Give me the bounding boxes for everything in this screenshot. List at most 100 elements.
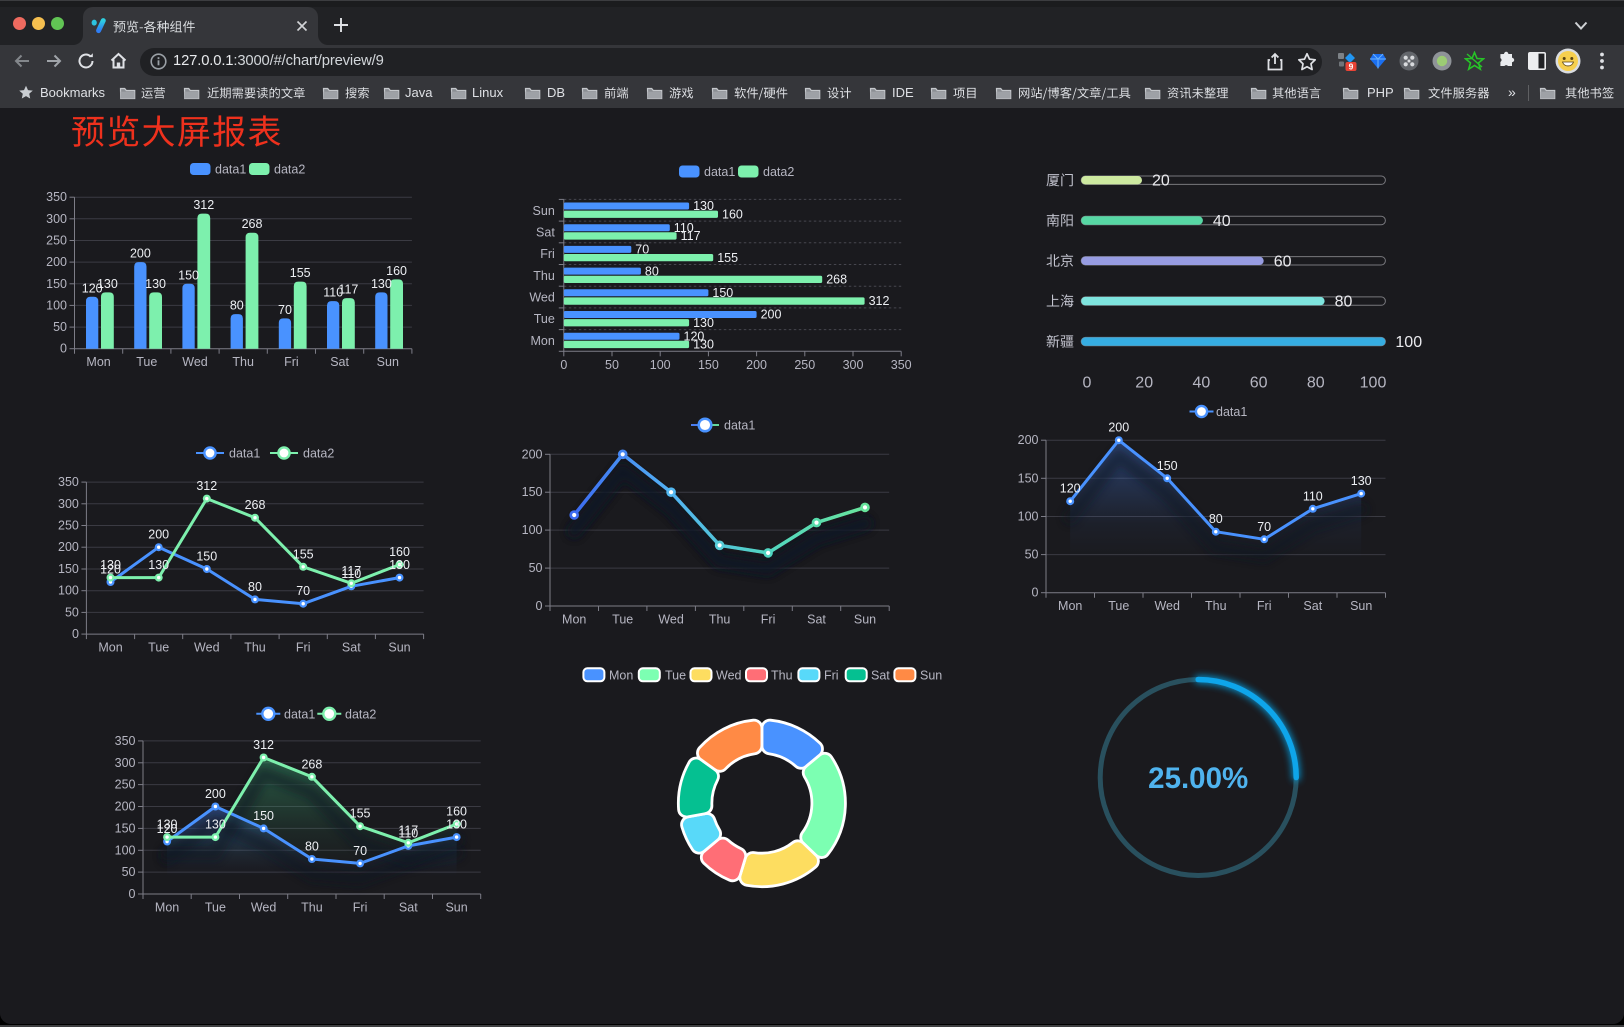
- svg-text:200: 200: [1108, 421, 1129, 435]
- svg-text:300: 300: [58, 497, 79, 511]
- svg-text:Mon: Mon: [562, 613, 586, 627]
- svg-text:Thu: Thu: [1205, 599, 1227, 613]
- svg-text:117: 117: [398, 823, 418, 837]
- svg-text:Tue: Tue: [612, 613, 633, 627]
- svg-text:120: 120: [684, 329, 705, 343]
- svg-text:155: 155: [350, 807, 371, 821]
- svg-text:200: 200: [761, 308, 782, 322]
- svg-text:130: 130: [693, 338, 714, 352]
- svg-text:300: 300: [843, 358, 864, 372]
- svg-text:130: 130: [205, 818, 226, 832]
- svg-text:Fri: Fri: [540, 247, 555, 261]
- svg-text:40: 40: [1193, 375, 1211, 392]
- svg-text:200: 200: [115, 800, 136, 814]
- svg-text:data2: data2: [763, 165, 794, 179]
- svg-text:130: 130: [157, 818, 178, 832]
- svg-text:Fri: Fri: [296, 641, 311, 655]
- svg-text:80: 80: [305, 840, 319, 854]
- svg-text:data1: data1: [215, 163, 246, 177]
- svg-text:350: 350: [891, 358, 912, 372]
- svg-text:80: 80: [1335, 294, 1353, 311]
- svg-text:150: 150: [1157, 459, 1178, 473]
- svg-text:160: 160: [722, 207, 743, 221]
- svg-text:Sat: Sat: [399, 901, 418, 915]
- svg-text:60: 60: [1250, 375, 1268, 392]
- svg-text:268: 268: [242, 217, 263, 231]
- svg-text:data1: data1: [1216, 405, 1247, 419]
- svg-text:100: 100: [1018, 510, 1039, 524]
- svg-text:Tue: Tue: [665, 669, 686, 683]
- svg-text:200: 200: [205, 787, 226, 801]
- svg-text:Sat: Sat: [807, 613, 826, 627]
- svg-text:150: 150: [46, 277, 67, 291]
- svg-text:250: 250: [58, 519, 79, 533]
- svg-text:Mon: Mon: [98, 641, 122, 655]
- svg-text:data1: data1: [284, 707, 315, 721]
- svg-text:160: 160: [446, 805, 467, 819]
- svg-text:80: 80: [248, 580, 262, 594]
- svg-text:155: 155: [293, 547, 314, 561]
- svg-text:300: 300: [46, 212, 67, 226]
- svg-text:50: 50: [1025, 548, 1039, 562]
- svg-text:Tue: Tue: [1108, 599, 1129, 613]
- svg-text:50: 50: [529, 561, 543, 575]
- svg-text:150: 150: [196, 550, 217, 564]
- svg-text:130: 130: [389, 558, 410, 572]
- svg-text:100: 100: [115, 843, 136, 857]
- svg-text:110: 110: [398, 826, 418, 840]
- svg-text:80: 80: [230, 299, 244, 313]
- svg-text:130: 130: [148, 558, 169, 572]
- svg-text:150: 150: [522, 485, 543, 499]
- svg-text:data2: data2: [303, 447, 334, 461]
- svg-text:250: 250: [46, 234, 67, 248]
- svg-text:70: 70: [353, 844, 367, 858]
- svg-text:200: 200: [1018, 433, 1039, 447]
- svg-text:Thu: Thu: [771, 669, 793, 683]
- svg-text:Wed: Wed: [658, 613, 684, 627]
- svg-text:250: 250: [115, 778, 136, 792]
- svg-text:Wed: Wed: [1154, 599, 1180, 613]
- svg-text:312: 312: [196, 479, 217, 493]
- svg-text:data1: data1: [724, 419, 755, 433]
- svg-text:155: 155: [290, 266, 311, 280]
- svg-text:300: 300: [115, 756, 136, 770]
- svg-text:20: 20: [1135, 375, 1153, 392]
- svg-text:150: 150: [115, 821, 136, 835]
- svg-text:Thu: Thu: [244, 641, 266, 655]
- svg-text:Fri: Fri: [1257, 599, 1272, 613]
- svg-text:Sun: Sun: [854, 613, 876, 627]
- svg-text:130: 130: [693, 316, 714, 330]
- svg-text:data2: data2: [274, 163, 305, 177]
- svg-text:data2: data2: [345, 707, 376, 721]
- svg-text:130: 130: [145, 277, 166, 291]
- svg-text:80: 80: [645, 264, 659, 278]
- svg-text:155: 155: [717, 251, 738, 265]
- svg-text:150: 150: [178, 268, 199, 282]
- svg-text:200: 200: [46, 255, 67, 269]
- svg-text:250: 250: [794, 358, 815, 372]
- svg-text:110: 110: [341, 567, 361, 581]
- svg-text:70: 70: [278, 303, 292, 317]
- svg-text:Thu: Thu: [709, 613, 731, 627]
- svg-text:Mon: Mon: [530, 334, 554, 348]
- svg-text:Sat: Sat: [871, 669, 890, 683]
- svg-text:Sun: Sun: [533, 204, 555, 218]
- svg-text:200: 200: [148, 528, 169, 542]
- svg-text:80: 80: [1307, 375, 1325, 392]
- svg-text:Wed: Wed: [251, 901, 277, 915]
- svg-text:120: 120: [157, 822, 178, 836]
- svg-text:312: 312: [253, 738, 274, 752]
- svg-text:Wed: Wed: [716, 669, 742, 683]
- svg-text:20: 20: [1152, 173, 1170, 190]
- svg-text:150: 150: [58, 562, 79, 576]
- svg-text:40: 40: [1213, 213, 1231, 230]
- svg-text:50: 50: [605, 358, 619, 372]
- svg-text:110: 110: [674, 221, 694, 235]
- svg-text:Mon: Mon: [86, 355, 110, 369]
- svg-text:100: 100: [1360, 375, 1387, 392]
- svg-text:150: 150: [698, 358, 719, 372]
- svg-text:268: 268: [245, 498, 266, 512]
- svg-text:data1: data1: [704, 165, 735, 179]
- svg-text:150: 150: [1018, 471, 1039, 485]
- svg-text:50: 50: [122, 865, 136, 879]
